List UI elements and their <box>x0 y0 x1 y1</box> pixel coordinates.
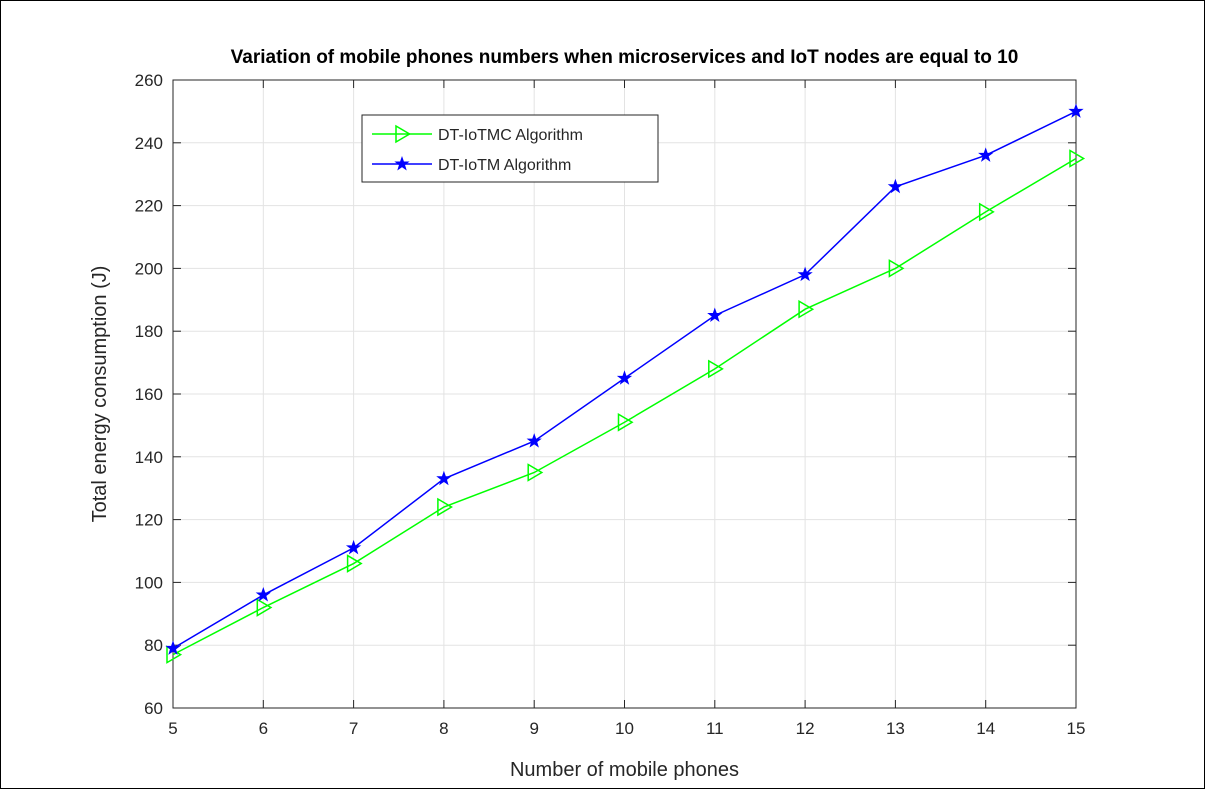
x-tick-label: 9 <box>529 719 538 738</box>
data-point-marker <box>255 586 271 602</box>
data-point-marker <box>256 598 273 617</box>
legend-marker <box>394 155 410 171</box>
data-point-marker <box>1068 103 1084 118</box>
x-tick-label: 7 <box>349 719 358 738</box>
series-dt-iotmc <box>166 149 1086 664</box>
x-tick-label: 8 <box>439 719 448 738</box>
x-tick-label: 14 <box>976 719 995 738</box>
x-axis-label: Number of mobile phones <box>510 759 739 781</box>
legend: DT-IoTMC Algorithm DT-IoTM Algorithm <box>361 114 659 183</box>
legend-item: DT-IoTMC Algorithm <box>372 124 583 144</box>
data-point-marker <box>798 299 815 319</box>
y-tick-label: 120 <box>135 511 163 530</box>
series-line <box>172 157 1077 656</box>
chart-title: Variation of mobile phones numbers when … <box>231 47 1019 68</box>
y-axis-label: Total energy consumption (J) <box>89 266 111 523</box>
x-tick-label: 15 <box>1067 719 1086 738</box>
data-point-marker <box>707 307 723 322</box>
x-tick-label: 10 <box>615 719 634 738</box>
data-point-marker <box>887 178 904 194</box>
legend-item: DT-IoTM Algorithm <box>372 155 571 174</box>
y-tick-label: 260 <box>135 71 163 90</box>
x-tick-label: 13 <box>886 719 905 738</box>
data-point-marker <box>437 497 453 517</box>
y-tick-label: 240 <box>135 134 163 153</box>
x-tick-label: 6 <box>259 719 268 738</box>
data-point-marker <box>526 433 542 448</box>
series-dt-iotm <box>165 103 1084 655</box>
data-point-marker <box>1069 149 1086 168</box>
data-point-marker <box>617 412 634 432</box>
data-point-marker <box>978 202 995 222</box>
x-tick-label: 11 <box>706 719 724 738</box>
y-tick-label: 180 <box>135 322 163 341</box>
y-tick-label: 80 <box>144 636 163 655</box>
y-tick-label: 60 <box>144 699 163 718</box>
data-point-marker <box>797 266 813 282</box>
y-tick-label: 100 <box>135 573 163 592</box>
legend-label: DT-IoTMC Algorithm <box>438 127 583 144</box>
legend-label: DT-IoTM Algorithm <box>438 157 571 174</box>
data-point-marker <box>527 463 544 482</box>
data-point-marker <box>346 554 363 573</box>
y-tick-label: 200 <box>135 259 163 278</box>
y-tick-label: 220 <box>135 197 163 216</box>
axis-ticks: 5 6 7 8 9 10 11 12 13 14 15 60 80 100 120 140 160 180 200 2… <box>135 71 1086 738</box>
series-lines <box>165 103 1086 664</box>
legend-box <box>361 114 659 183</box>
data-point-marker <box>978 147 994 162</box>
data-point-marker <box>345 539 362 555</box>
data-point-marker <box>888 259 905 278</box>
x-tick-label: 5 <box>168 719 177 738</box>
data-point-marker <box>708 359 724 379</box>
y-tick-label: 140 <box>135 448 163 467</box>
data-point-marker <box>165 640 181 655</box>
legend-marker <box>395 124 412 144</box>
x-tick-label: 12 <box>796 719 815 738</box>
y-tick-label: 160 <box>135 385 163 404</box>
data-point-marker <box>436 470 452 486</box>
data-point-marker <box>616 370 633 385</box>
